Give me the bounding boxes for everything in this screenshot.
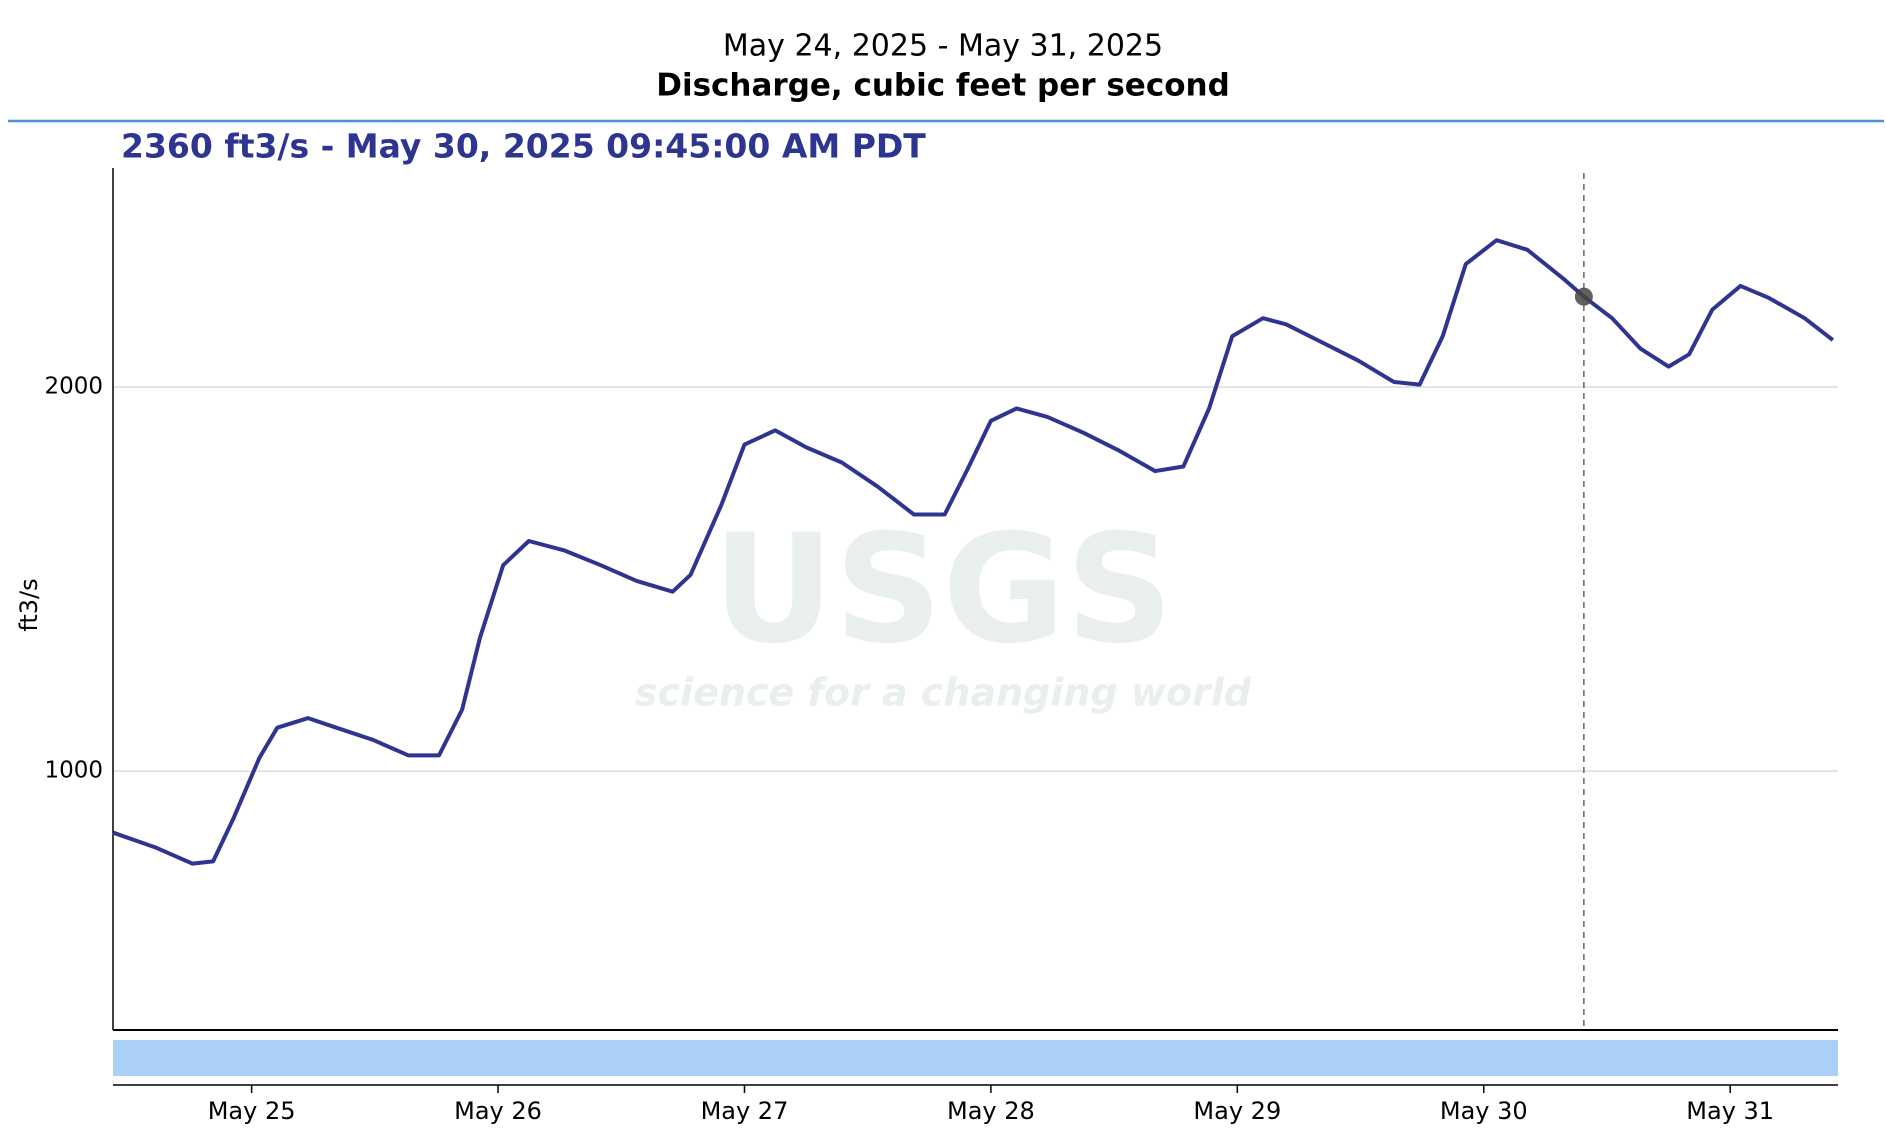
watermark: USGS	[713, 503, 1174, 677]
y-axis-label: ft3/s	[15, 578, 43, 631]
x-tick-label: May 29	[1193, 1097, 1281, 1125]
x-tick-label: May 28	[947, 1097, 1035, 1125]
watermark-tagline: science for a changing world	[635, 671, 1252, 715]
x-tick-label: May 27	[701, 1097, 789, 1125]
x-tick-label: May 30	[1440, 1097, 1528, 1125]
hover-point	[1574, 287, 1593, 306]
x-tick-label: May 26	[454, 1097, 542, 1125]
hover-annotation: 2360 ft3/s - May 30, 2025 09:45:00 AM PD…	[121, 127, 926, 166]
data-line	[112, 238, 1835, 866]
y-tick-label: 1000	[44, 758, 103, 784]
brush-bar[interactable]	[113, 1040, 1838, 1076]
x-tick-label: May 25	[208, 1097, 296, 1125]
x-tick-label: May 31	[1686, 1097, 1774, 1125]
chart-title: May 24, 2025 - May 31, 2025	[723, 29, 1163, 64]
y-tick-label: 2000	[44, 373, 103, 399]
chart-subtitle: Discharge, cubic feet per second	[656, 68, 1230, 104]
